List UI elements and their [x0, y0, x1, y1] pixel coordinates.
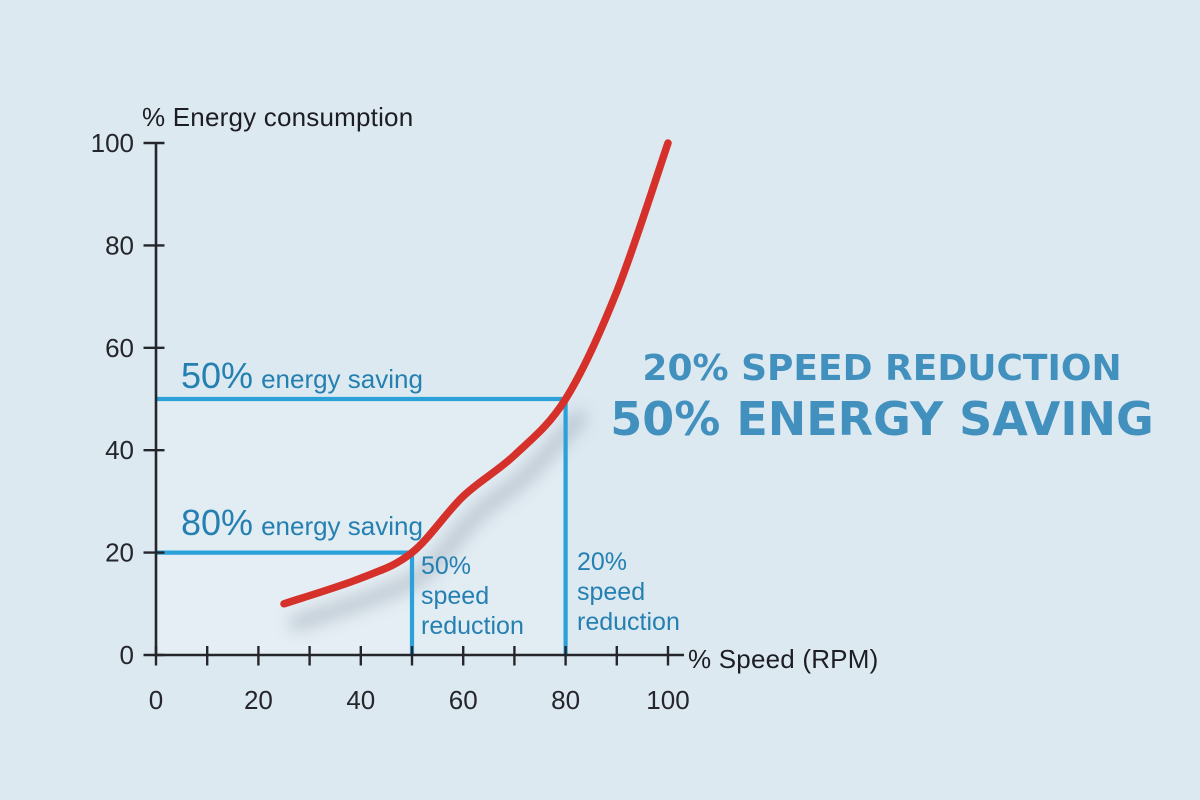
svg-text:20: 20 [105, 538, 134, 568]
headline: 20% SPEED REDUCTION 50% ENERGY SAVING [602, 347, 1162, 445]
y-axis-title: % Energy consumption [142, 102, 414, 132]
headline-line1: 20% SPEED REDUCTION [642, 348, 1122, 389]
svg-text:20: 20 [244, 685, 273, 715]
curve-shadow [289, 410, 587, 631]
y-axis-tick-labels: 0 20 40 60 80 100 [91, 128, 134, 670]
svg-text:0: 0 [120, 640, 134, 670]
annotation-80-energy-pct: 80% [181, 502, 254, 543]
headline-line2: 50% ENERGY SAVING [610, 392, 1154, 446]
highlight-region [157, 399, 566, 655]
svg-text:40: 40 [105, 435, 134, 465]
annotation-50-energy-text: energy saving [261, 364, 423, 394]
svg-text:100: 100 [91, 128, 134, 158]
annotation-20-speed-reduction: 20% speed reduction [577, 548, 680, 636]
svg-text:80: 80 [551, 685, 580, 715]
svg-text:40: 40 [346, 685, 375, 715]
annotation-50-energy-pct: 50% [181, 355, 254, 396]
svg-text:0: 0 [149, 685, 163, 715]
annotation-80-energy-saving: 80% energy saving [181, 503, 423, 543]
svg-text:80: 80 [105, 230, 134, 260]
x-axis-tick-labels: 0 20 40 60 80 100 [149, 685, 690, 715]
y-axis-ticks [143, 141, 165, 657]
annotation-50-energy-saving: 50% energy saving [181, 356, 423, 396]
svg-text:100: 100 [646, 685, 689, 715]
annotation-80-energy-text: energy saving [261, 511, 423, 541]
energy-consumption-curve [280, 139, 672, 608]
svg-text:60: 60 [105, 333, 134, 363]
annotation-50-speed-reduction: 50% speed reduction [421, 552, 524, 640]
svg-text:60: 60 [449, 685, 478, 715]
x-axis-title: % Speed (RPM) [688, 644, 879, 674]
